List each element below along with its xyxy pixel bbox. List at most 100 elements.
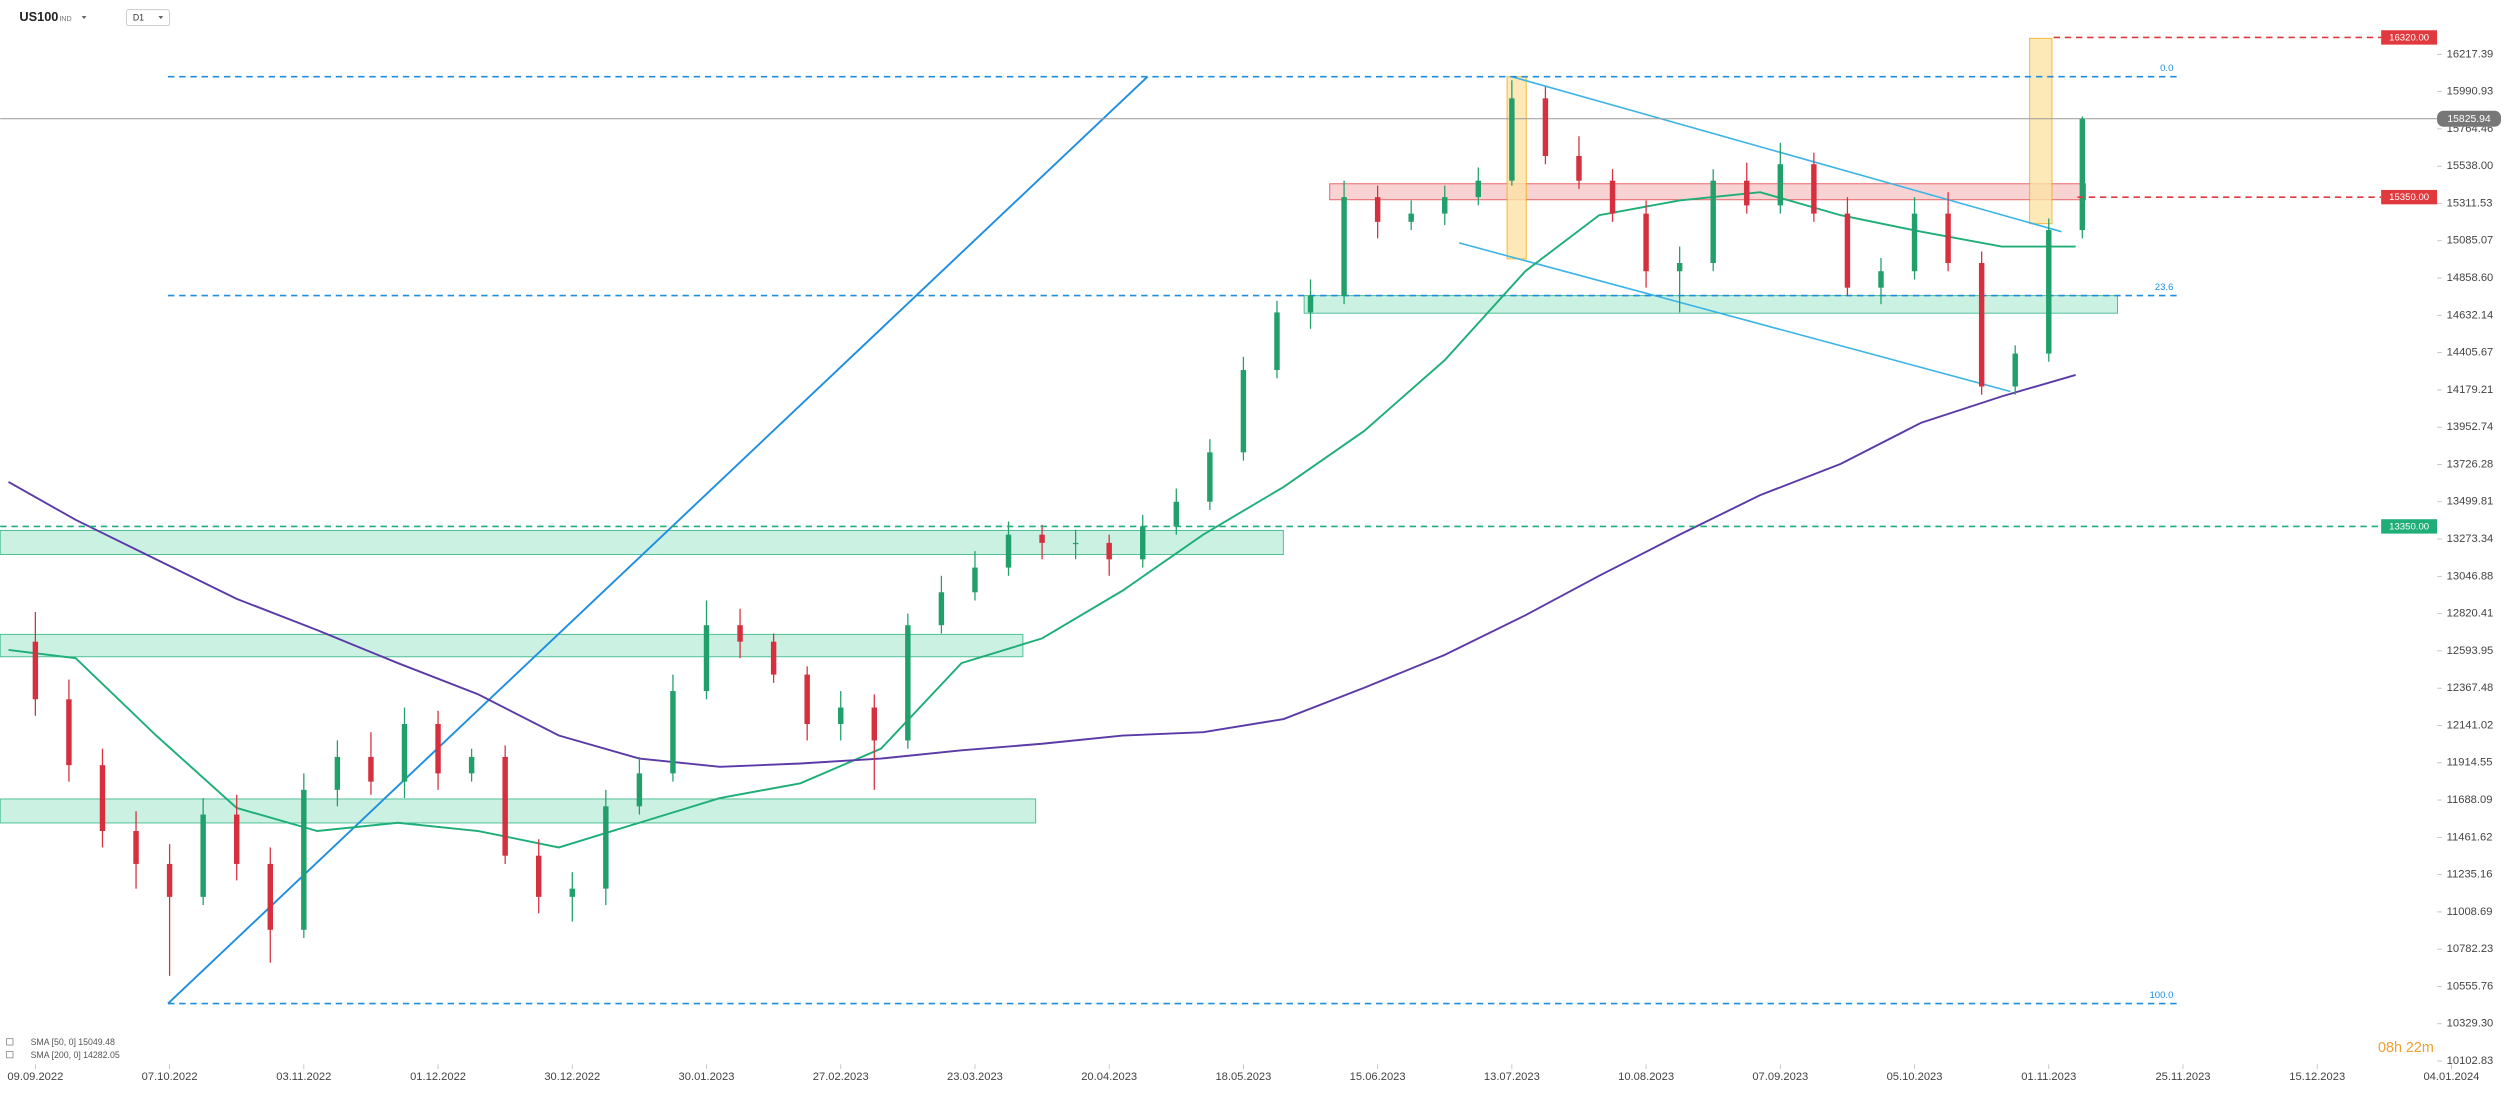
- candle-body: [1676, 262, 1683, 272]
- candle-body: [200, 814, 206, 897]
- legend-entry: SMA [50, 0] 15049.48: [31, 1037, 115, 1047]
- y-tick-label: 11688.09: [2447, 794, 2493, 806]
- candle-body: [166, 863, 173, 897]
- candle-body: [2079, 118, 2086, 231]
- x-tick-label: 30.12.2022: [544, 1071, 600, 1083]
- candle-body: [1945, 213, 1951, 263]
- x-tick-label: 27.02.2023: [813, 1071, 869, 1083]
- price-level-badge: [2381, 189, 2438, 205]
- y-tick-label: 10102.83: [2447, 1055, 2494, 1067]
- candle-body: [334, 756, 341, 790]
- x-tick-label: 20.04.2023: [1081, 1071, 1137, 1083]
- x-tick-label: 03.11.2022: [276, 1071, 331, 1083]
- fib-label: 0.0: [2160, 63, 2173, 74]
- candle-body: [1341, 197, 1347, 296]
- support-zone: [0, 530, 1284, 555]
- candle-body: [804, 674, 810, 724]
- sma-line: [8, 374, 2076, 768]
- x-tick-label: 18.05.2023: [1215, 1071, 1271, 1083]
- support-zone: [0, 633, 1024, 658]
- candle-body: [603, 806, 609, 889]
- price-level-label: 16320.00: [2389, 32, 2429, 43]
- candle-body: [1911, 213, 1918, 272]
- candle-body: [1274, 312, 1280, 371]
- candle-body: [1811, 164, 1817, 214]
- candle-body: [267, 863, 273, 930]
- candle-body: [871, 707, 878, 741]
- candle-body: [1978, 262, 1985, 387]
- candle-body: [838, 707, 844, 724]
- countdown: 08h 22m: [2378, 1040, 2434, 1056]
- candle-body: [670, 691, 676, 774]
- zones: [0, 37, 2118, 1005]
- fib-label: 23.6: [2155, 282, 2174, 293]
- y-tick-label: 13952.74: [2447, 421, 2494, 433]
- timeframe[interactable]: D1: [133, 13, 144, 23]
- candle-body: [66, 699, 72, 766]
- candle-body: [770, 641, 777, 675]
- fib-label: 100.0: [2149, 990, 2173, 1001]
- candle-body: [1576, 155, 1582, 181]
- y-tick-label: 12820.41: [2447, 608, 2494, 620]
- price-level-label: 15350.00: [2389, 192, 2429, 203]
- x-tick-label: 13.07.2023: [1484, 1071, 1540, 1083]
- candle-body: [1207, 452, 1213, 502]
- candles: [32, 80, 2086, 976]
- y-tick-label: 13499.81: [2447, 496, 2494, 508]
- candle-body: [938, 592, 945, 626]
- channel-line: [1458, 242, 2011, 393]
- candle-body: [1240, 370, 1247, 453]
- candle-body: [301, 789, 307, 930]
- candle-body: [1878, 271, 1884, 288]
- x-tick-label: 09.09.2022: [7, 1071, 63, 1083]
- dropdown-arrow[interactable]: [81, 15, 87, 20]
- symbol[interactable]: US100: [19, 9, 58, 24]
- legend-entry: SMA [200, 0] 14282.05: [31, 1050, 120, 1060]
- candle-body: [1140, 526, 1146, 560]
- candle-body: [1072, 542, 1079, 545]
- candle-body: [133, 831, 139, 864]
- timeframe-selector[interactable]: [125, 9, 171, 27]
- sma-line: [8, 191, 2076, 849]
- x-tick-label: 01.12.2022: [410, 1071, 466, 1083]
- candle-body: [1475, 180, 1482, 198]
- candle-body: [1039, 534, 1045, 543]
- x-tick-label: 15.12.2023: [2289, 1071, 2345, 1083]
- x-tick-label: 01.11.2023: [2021, 1071, 2076, 1083]
- candle-body: [1106, 542, 1112, 560]
- trend-line: [167, 76, 1149, 1005]
- current-price-badge: [2437, 110, 2502, 127]
- candle-body: [2046, 230, 2052, 354]
- y-tick-label: 11461.62: [2447, 831, 2493, 843]
- x-tick-label: 07.09.2023: [1752, 1071, 1808, 1083]
- candle-body: [1005, 534, 1012, 568]
- support-zone: [1303, 295, 2118, 314]
- candle-body: [569, 888, 575, 897]
- candle-body: [1307, 295, 1314, 313]
- candle-body: [2012, 353, 2018, 387]
- y-tick-label: 11235.16: [2447, 869, 2493, 881]
- dropdown-arrow[interactable]: [158, 15, 164, 20]
- candle-body: [1173, 501, 1180, 527]
- y-tick-label: 15990.93: [2447, 86, 2494, 98]
- candle-body: [1643, 213, 1649, 272]
- current-price-label: 15825.94: [2447, 114, 2491, 125]
- candle-body: [905, 625, 911, 741]
- candle-body: [972, 567, 978, 593]
- y-tick-label: 11008.69: [2447, 906, 2493, 918]
- price-level-badge: [2381, 519, 2438, 534]
- y-tick-label: 14179.21: [2447, 384, 2494, 396]
- candle-body: [468, 756, 475, 774]
- candle-body: [1442, 197, 1448, 214]
- y-tick-label: 15311.53: [2447, 197, 2493, 209]
- y-tick-label: 14632.14: [2447, 309, 2494, 321]
- y-tick-label: 11914.55: [2447, 757, 2493, 769]
- candle-body: [737, 625, 743, 642]
- x-tick-label: 04.01.2024: [2423, 1071, 2479, 1083]
- candle-body: [703, 625, 710, 692]
- candle-body: [536, 855, 542, 897]
- y-tick-label: 13726.28: [2447, 458, 2494, 470]
- channel-line: [1511, 75, 2062, 233]
- x-tick-label: 05.10.2023: [1887, 1071, 1943, 1083]
